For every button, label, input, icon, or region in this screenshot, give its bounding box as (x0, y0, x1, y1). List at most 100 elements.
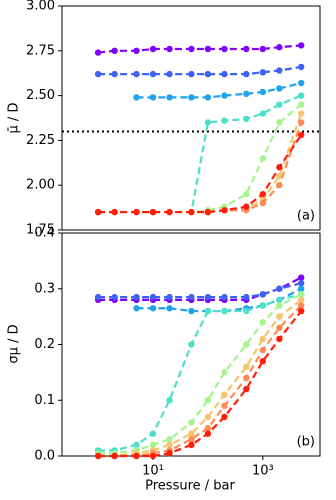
data-point (297, 285, 305, 292)
y-tick-label: 2.00 (26, 178, 55, 193)
data-point (276, 119, 283, 126)
series-line (98, 282, 302, 299)
x-tick-label: 10³ (252, 464, 274, 479)
data-point (221, 391, 228, 398)
data-point (221, 92, 228, 99)
data-point (166, 70, 173, 78)
data-point (221, 307, 228, 315)
data-point (166, 450, 173, 457)
y-tick-label: 0.3 (34, 281, 55, 296)
data-point (166, 441, 173, 449)
data-point (259, 346, 267, 354)
data-point (276, 335, 283, 343)
plot-area (61, 5, 321, 231)
y-tick-label: 0.4 (34, 226, 55, 241)
data-point (243, 190, 250, 198)
data-point (297, 119, 305, 126)
data-point (94, 208, 102, 216)
data-point (166, 305, 173, 312)
data-point (297, 79, 305, 87)
series-line (98, 310, 303, 458)
data-point (221, 45, 228, 53)
data-point (133, 94, 140, 101)
data-point (204, 45, 212, 53)
data-point (149, 293, 157, 301)
data-point (133, 452, 140, 460)
y-tick-label: 0.2 (34, 337, 55, 352)
data-point (297, 279, 305, 287)
series-line (98, 293, 302, 452)
data-point (259, 291, 267, 298)
data-point (111, 452, 118, 460)
data-point (188, 430, 195, 437)
data-point (259, 45, 267, 53)
data-point (149, 45, 157, 53)
data-point (297, 274, 305, 281)
data-point (188, 307, 195, 315)
series-line (98, 299, 302, 458)
data-point (259, 190, 267, 198)
data-point (111, 70, 118, 78)
data-point (166, 45, 173, 53)
data-point (188, 45, 195, 53)
data-point (111, 47, 118, 54)
data-point (221, 207, 228, 214)
data-point (259, 155, 267, 162)
data-point (297, 291, 305, 298)
data-point (259, 358, 267, 365)
data-point (259, 88, 267, 96)
data-point (243, 90, 250, 98)
data-point (243, 203, 250, 210)
data-point (133, 208, 140, 216)
data-point (297, 101, 305, 108)
data-point (297, 296, 305, 304)
data-point (94, 49, 102, 56)
data-point (133, 305, 140, 312)
data-point (297, 92, 305, 99)
series-line (98, 304, 302, 458)
data-point (149, 452, 157, 460)
data-point (204, 208, 212, 216)
y-tick-label: 0.1 (34, 393, 55, 408)
data-point (94, 70, 102, 78)
data-point (243, 293, 250, 301)
data-point (204, 413, 212, 421)
data-point (297, 63, 305, 71)
y-axis-label: μ̄ / D (7, 103, 22, 134)
data-point (259, 110, 267, 117)
data-point (276, 67, 283, 74)
data-point (188, 341, 195, 348)
data-point (276, 313, 283, 320)
data-point (221, 117, 228, 124)
data-point (243, 70, 250, 78)
data-point (204, 119, 212, 126)
data-point (188, 436, 195, 443)
data-point (259, 69, 267, 76)
data-point (297, 302, 305, 309)
panel-label: (b) (297, 435, 315, 450)
data-point (221, 369, 228, 376)
data-point (276, 164, 283, 171)
panel-label: (a) (297, 209, 315, 224)
data-point (111, 293, 118, 301)
y-tick-label: 2.25 (26, 133, 55, 148)
data-point (259, 199, 267, 207)
y-tick-label: 1.75 (26, 223, 55, 238)
series-line (98, 134, 303, 214)
data-point (276, 85, 283, 92)
y-tick-label: 2.50 (26, 88, 55, 103)
data-point (188, 208, 195, 216)
y-tick-label: 0.0 (34, 449, 55, 464)
data-point (243, 115, 250, 123)
data-point (188, 441, 195, 449)
data-point (204, 430, 212, 437)
data-point (243, 307, 250, 315)
data-point (204, 307, 212, 315)
x-axis-label: Pressure / bar (145, 479, 235, 494)
data-point (188, 419, 195, 426)
data-point (149, 305, 157, 312)
data-point (149, 441, 157, 449)
data-point (276, 302, 283, 309)
data-point (276, 44, 283, 51)
